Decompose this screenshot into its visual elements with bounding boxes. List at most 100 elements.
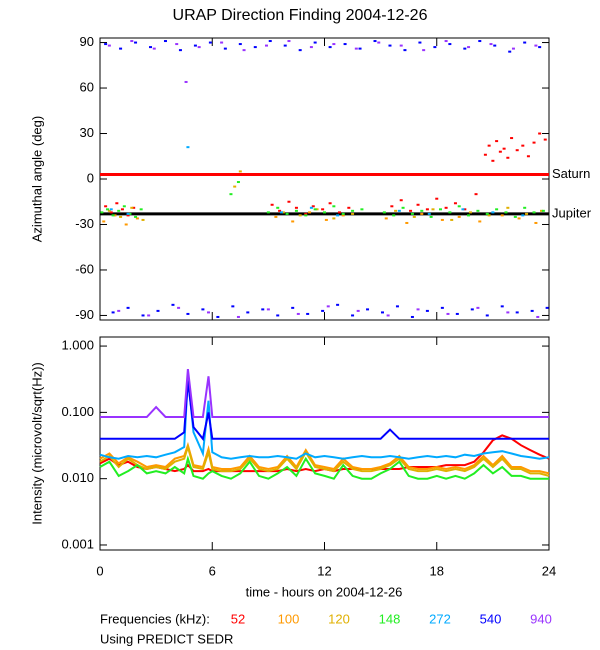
data-point — [416, 203, 420, 206]
data-point — [321, 208, 325, 211]
x-tick-label: 18 — [430, 563, 444, 578]
data-point — [485, 212, 489, 215]
data-point — [341, 212, 345, 215]
data-point — [351, 209, 355, 212]
data-point — [478, 220, 482, 223]
data-point — [141, 314, 145, 317]
y-tick-label: 0 — [87, 170, 94, 185]
data-point — [390, 205, 394, 208]
data-point — [304, 212, 308, 215]
data-point — [175, 43, 179, 46]
data-point — [326, 305, 330, 308]
data-point — [324, 218, 328, 221]
data-point — [478, 40, 482, 43]
data-point — [128, 212, 132, 215]
data-point — [440, 218, 444, 221]
data-point — [126, 212, 130, 215]
data-point — [506, 156, 510, 159]
reference-label: Jupiter — [552, 205, 592, 220]
data-point — [291, 306, 295, 309]
data-point — [373, 40, 377, 43]
data-point — [287, 40, 291, 43]
data-point — [152, 47, 156, 50]
data-point — [119, 215, 123, 218]
data-point — [197, 46, 201, 49]
data-point — [332, 43, 336, 46]
data-point — [285, 212, 289, 215]
data-point — [306, 312, 310, 315]
y-axis-label: Intensity (microvolt/sqrt(Hz)) — [29, 362, 44, 525]
data-point — [186, 312, 190, 315]
data-point — [538, 132, 542, 135]
data-point — [532, 211, 536, 214]
data-point — [380, 311, 384, 314]
data-point — [515, 311, 519, 314]
data-point — [238, 43, 242, 46]
data-point — [397, 209, 401, 212]
data-point — [384, 217, 388, 220]
data-point — [476, 209, 480, 212]
data-point — [281, 211, 285, 214]
series-line — [99, 434, 550, 473]
data-point — [476, 306, 480, 309]
data-point — [298, 214, 302, 217]
y-tick-label: -90 — [75, 307, 94, 322]
data-point — [382, 211, 386, 214]
data-point — [268, 40, 272, 43]
data-point — [296, 312, 300, 315]
legend-entry: 52 — [231, 611, 245, 626]
data-point — [500, 305, 504, 308]
data-point — [504, 211, 508, 214]
data-point — [351, 314, 355, 317]
data-point — [208, 41, 212, 44]
data-point — [298, 49, 302, 52]
legend-entry: 148 — [379, 611, 401, 626]
data-point — [388, 44, 392, 47]
data-point — [410, 212, 414, 215]
data-point — [487, 214, 491, 217]
data-point — [401, 206, 405, 209]
data-point — [425, 309, 429, 312]
data-point — [134, 215, 138, 218]
data-point — [377, 41, 381, 44]
legend-entry: 120 — [328, 611, 350, 626]
data-point — [500, 214, 504, 217]
data-point — [309, 206, 313, 209]
data-point — [109, 211, 113, 214]
data-point — [523, 206, 527, 209]
data-point — [279, 211, 283, 214]
data-point — [463, 47, 467, 50]
y-tick-label: 0.010 — [61, 470, 94, 485]
data-point — [261, 308, 265, 311]
series-line — [100, 380, 549, 442]
plot-frame — [99, 37, 550, 321]
data-point — [126, 306, 130, 309]
data-point — [328, 202, 332, 205]
data-point — [392, 214, 396, 217]
data-point — [229, 193, 233, 196]
data-point — [135, 217, 139, 220]
data-point — [265, 44, 269, 47]
data-point — [502, 147, 506, 150]
data-point — [513, 215, 517, 218]
data-point — [193, 44, 197, 47]
data-point — [119, 47, 123, 50]
data-point — [291, 220, 295, 223]
data-point — [113, 214, 117, 217]
data-point — [403, 49, 407, 52]
data-point — [412, 215, 416, 218]
data-point — [440, 306, 444, 309]
data-point — [242, 49, 246, 52]
data-point — [347, 206, 351, 209]
data-point — [457, 205, 461, 208]
data-point — [444, 40, 448, 43]
plot-frame — [99, 336, 550, 551]
series-line — [99, 376, 550, 460]
legend-entry: 540 — [480, 611, 502, 626]
data-point — [425, 208, 429, 211]
data-point — [130, 40, 134, 43]
data-point — [184, 80, 188, 83]
data-point — [422, 49, 426, 52]
data-point — [536, 315, 540, 318]
data-point — [274, 215, 278, 218]
